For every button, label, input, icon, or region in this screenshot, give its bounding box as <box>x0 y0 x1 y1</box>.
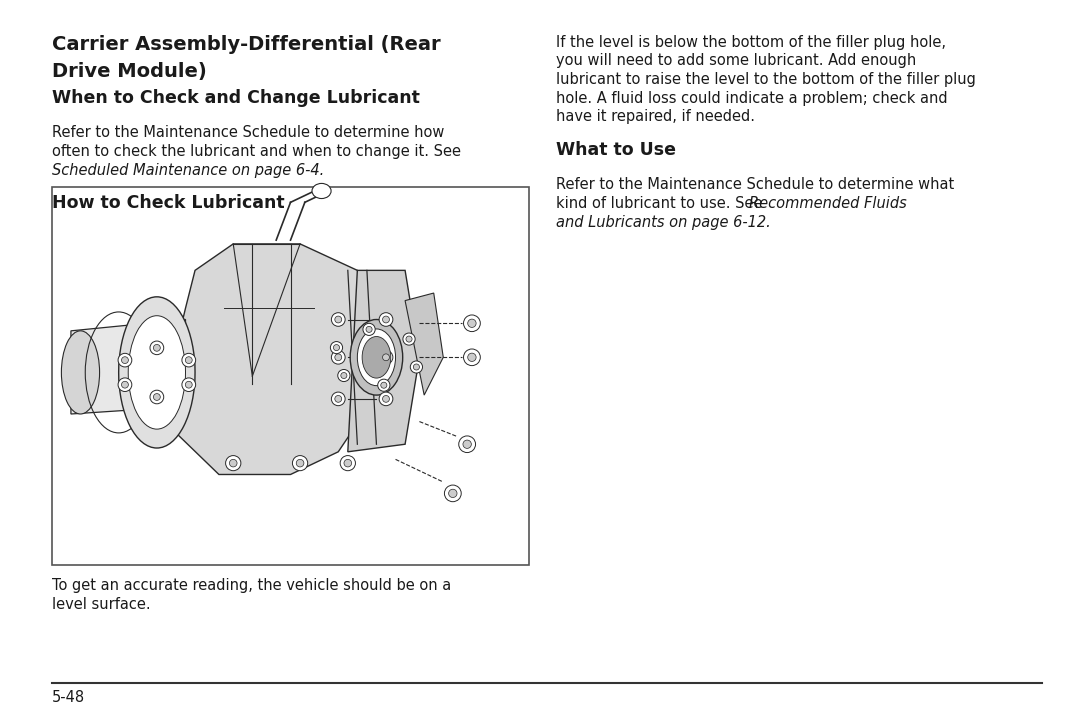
Ellipse shape <box>468 319 476 328</box>
Text: What to Use: What to Use <box>556 141 676 159</box>
Polygon shape <box>71 320 186 414</box>
Ellipse shape <box>332 392 346 405</box>
Ellipse shape <box>296 459 303 467</box>
Text: Recommended Fluids: Recommended Fluids <box>750 196 907 211</box>
Ellipse shape <box>335 354 341 361</box>
Ellipse shape <box>463 440 471 449</box>
Text: Scheduled Maintenance on page 6-4.: Scheduled Maintenance on page 6-4. <box>52 163 324 178</box>
Text: level surface.: level surface. <box>52 597 150 612</box>
Text: Refer to the Maintenance Schedule to determine what: Refer to the Maintenance Schedule to det… <box>556 177 955 192</box>
Ellipse shape <box>332 351 346 364</box>
Ellipse shape <box>226 456 241 471</box>
Ellipse shape <box>330 341 342 354</box>
Ellipse shape <box>362 336 391 378</box>
Text: lubricant to raise the level to the bottom of the filler plug: lubricant to raise the level to the bott… <box>556 72 976 87</box>
Polygon shape <box>348 270 419 452</box>
Ellipse shape <box>119 297 195 448</box>
Ellipse shape <box>345 459 352 467</box>
Text: have it repaired, if needed.: have it repaired, if needed. <box>556 109 755 125</box>
Ellipse shape <box>448 489 457 498</box>
Ellipse shape <box>122 356 129 364</box>
Text: When to Check and Change Lubricant: When to Check and Change Lubricant <box>52 89 420 107</box>
Ellipse shape <box>378 379 390 391</box>
Ellipse shape <box>340 456 355 471</box>
Ellipse shape <box>186 382 192 388</box>
Ellipse shape <box>350 320 403 395</box>
Ellipse shape <box>150 341 164 355</box>
Text: To get an accurate reading, the vehicle should be on a: To get an accurate reading, the vehicle … <box>52 578 451 593</box>
Ellipse shape <box>463 315 481 332</box>
Ellipse shape <box>410 361 422 373</box>
Ellipse shape <box>181 378 195 392</box>
Ellipse shape <box>153 394 160 400</box>
Ellipse shape <box>459 436 475 453</box>
Text: Drive Module): Drive Module) <box>52 62 206 81</box>
Ellipse shape <box>335 395 341 402</box>
Ellipse shape <box>229 459 237 467</box>
Text: If the level is below the bottom of the filler plug hole,: If the level is below the bottom of the … <box>556 35 946 50</box>
Ellipse shape <box>150 390 164 404</box>
Ellipse shape <box>62 331 99 414</box>
Ellipse shape <box>181 354 195 367</box>
Ellipse shape <box>379 312 393 326</box>
Ellipse shape <box>153 344 160 351</box>
Ellipse shape <box>312 184 332 199</box>
Ellipse shape <box>293 456 308 471</box>
Ellipse shape <box>379 351 393 364</box>
Ellipse shape <box>357 329 395 386</box>
Bar <box>52 187 529 565</box>
Ellipse shape <box>118 354 132 367</box>
Ellipse shape <box>382 316 390 323</box>
Ellipse shape <box>403 333 415 345</box>
Ellipse shape <box>414 364 419 370</box>
Ellipse shape <box>381 382 387 388</box>
Ellipse shape <box>379 392 393 405</box>
Text: you will need to add some lubricant. Add enough: you will need to add some lubricant. Add… <box>556 53 917 68</box>
Ellipse shape <box>468 353 476 361</box>
Text: Refer to the Maintenance Schedule to determine how: Refer to the Maintenance Schedule to det… <box>52 125 444 140</box>
Text: 5-48: 5-48 <box>52 690 85 705</box>
Ellipse shape <box>335 316 341 323</box>
Ellipse shape <box>445 485 461 502</box>
Text: and Lubricants on page 6-12.: and Lubricants on page 6-12. <box>556 215 771 230</box>
Ellipse shape <box>366 326 373 333</box>
Ellipse shape <box>334 345 339 351</box>
Ellipse shape <box>341 372 347 379</box>
Ellipse shape <box>338 369 350 382</box>
Ellipse shape <box>382 354 390 361</box>
Ellipse shape <box>118 378 132 392</box>
Ellipse shape <box>363 323 375 336</box>
Text: hole. A fluid loss could indicate a problem; check and: hole. A fluid loss could indicate a prob… <box>556 91 948 106</box>
Ellipse shape <box>406 336 413 342</box>
Polygon shape <box>171 244 386 474</box>
Text: kind of lubricant to use. See: kind of lubricant to use. See <box>556 196 767 211</box>
Ellipse shape <box>382 395 390 402</box>
Ellipse shape <box>463 349 481 366</box>
Ellipse shape <box>332 312 346 326</box>
Text: Carrier Assembly-Differential (Rear: Carrier Assembly-Differential (Rear <box>52 35 441 53</box>
Ellipse shape <box>122 382 129 388</box>
Polygon shape <box>405 293 443 395</box>
Text: often to check the lubricant and when to change it. See: often to check the lubricant and when to… <box>52 144 461 159</box>
Text: How to Check Lubricant: How to Check Lubricant <box>52 194 284 212</box>
Ellipse shape <box>129 315 186 429</box>
Ellipse shape <box>186 356 192 364</box>
